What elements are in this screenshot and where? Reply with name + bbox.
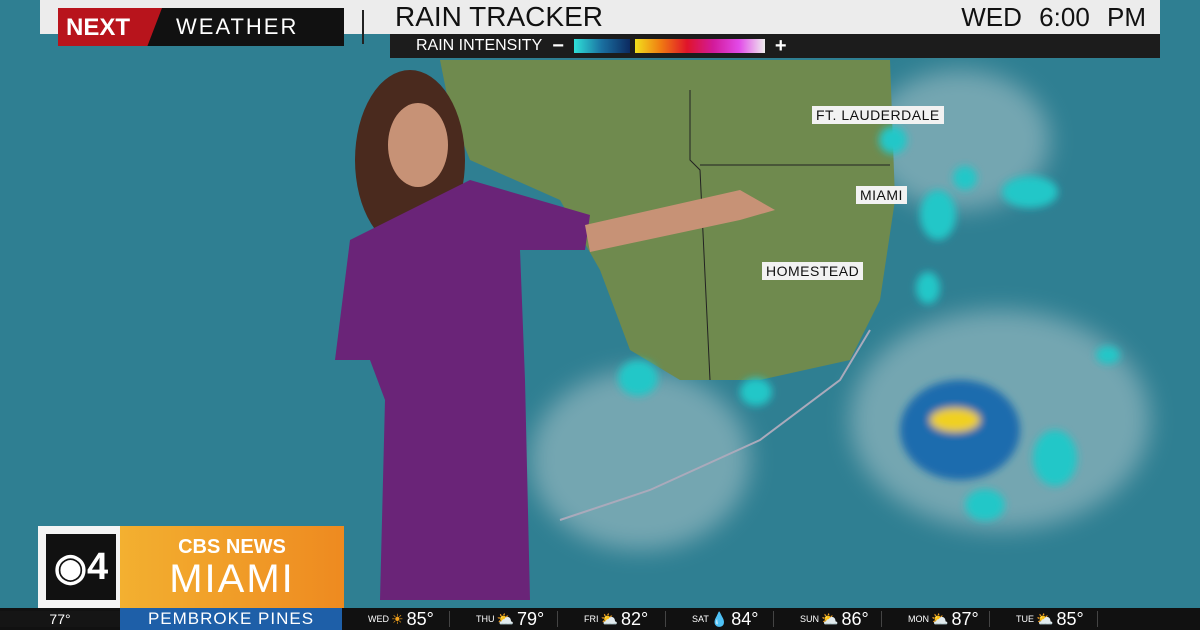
forecast-day: SUN ⛅ 86° bbox=[774, 608, 882, 629]
time: 6:00 PM bbox=[1039, 2, 1146, 32]
partly-cloudy-icon: ⛅ bbox=[600, 610, 618, 627]
forecast-temp: 79° bbox=[516, 608, 545, 629]
map-label-ft-lauderdale: FT. LAUDERDALE bbox=[812, 106, 944, 124]
forecast-day-name: THU bbox=[476, 614, 495, 624]
header-bar: NEXT WEATHER RAIN TRACKER WED 6:00 PM bbox=[40, 0, 1160, 46]
forecast-day: WED ☀ 85° bbox=[342, 608, 450, 629]
forecast-day-name: SAT bbox=[692, 614, 709, 624]
forecast-temp: 86° bbox=[841, 608, 869, 629]
presenter bbox=[335, 70, 775, 600]
legend-label: RAIN INTENSITY bbox=[416, 37, 543, 54]
legend-scale-rain bbox=[573, 39, 630, 53]
forecast-temp: 84° bbox=[731, 608, 759, 629]
legend-scale-heavy bbox=[634, 39, 765, 53]
map-label-homestead: HOMESTEAD bbox=[762, 262, 864, 280]
map-label-miami: MIAMI bbox=[856, 186, 907, 204]
cbs4-logo: ◉ 4 bbox=[46, 534, 116, 600]
partly-cloudy-icon: ⛅ bbox=[496, 610, 514, 627]
legend-plus: + bbox=[774, 34, 787, 57]
logo-next: NEXT bbox=[58, 8, 162, 46]
forecast-day: FRI ⛅ 82° bbox=[558, 608, 666, 629]
day: WED bbox=[961, 2, 1022, 32]
sun-icon: ☀ bbox=[391, 610, 404, 627]
forecast-day-name: TUE bbox=[1016, 614, 1034, 624]
datetime: WED 6:00 PM bbox=[961, 0, 1146, 34]
forecast-day: THU ⛅ 79° bbox=[450, 608, 558, 629]
rain-intensity-legend: RAIN INTENSITY − + bbox=[390, 34, 1160, 58]
next-weather-logo: NEXT WEATHER bbox=[58, 8, 344, 46]
forecast-day: SAT 💧 84° bbox=[666, 608, 774, 629]
cbs-news-miami-logo: CBS NEWS MIAMI bbox=[120, 526, 344, 608]
forecast-temp: 82° bbox=[620, 608, 649, 629]
location: PEMBROKE PINES bbox=[120, 608, 342, 630]
forecast-day: MON ⛅ 87° bbox=[882, 608, 990, 629]
radar-echoes bbox=[618, 126, 1120, 521]
rain-icon: 💧 bbox=[710, 610, 729, 627]
forecast-ticker: 77° PEMBROKE PINES WED ☀ 85° THU ⛅ 79° FRI ⛅ 82°… bbox=[0, 608, 1200, 630]
forecast-day-name: MON bbox=[908, 614, 929, 624]
partly-cloudy-icon: ⛅ bbox=[931, 610, 949, 627]
network-name: CBS NEWS bbox=[178, 536, 286, 558]
partly-cloudy-icon: ⛅ bbox=[821, 610, 839, 627]
partly-cloudy-icon: ⛅ bbox=[1036, 610, 1054, 627]
station-city: MIAMI bbox=[169, 557, 295, 601]
forecast-temp: 85° bbox=[1056, 608, 1084, 629]
legend-minus: − bbox=[552, 34, 564, 57]
logo-weather: WEATHER bbox=[176, 14, 299, 39]
page-title: RAIN TRACKER bbox=[395, 1, 603, 32]
forecast-day: TUE ⛅ 85° bbox=[990, 608, 1098, 629]
forecast-temp: 85° bbox=[406, 608, 434, 629]
channel-number: 4 bbox=[87, 545, 109, 588]
forecast-day-name: WED bbox=[368, 614, 389, 624]
forecast-day-name: FRI bbox=[584, 614, 599, 624]
current-temp: 77° bbox=[0, 611, 120, 627]
station-logo: ◉ 4 CBS NEWS MIAMI bbox=[38, 526, 344, 608]
divider bbox=[362, 10, 364, 44]
forecast-temp: 87° bbox=[951, 608, 979, 629]
forecast-day-name: SUN bbox=[800, 614, 820, 624]
